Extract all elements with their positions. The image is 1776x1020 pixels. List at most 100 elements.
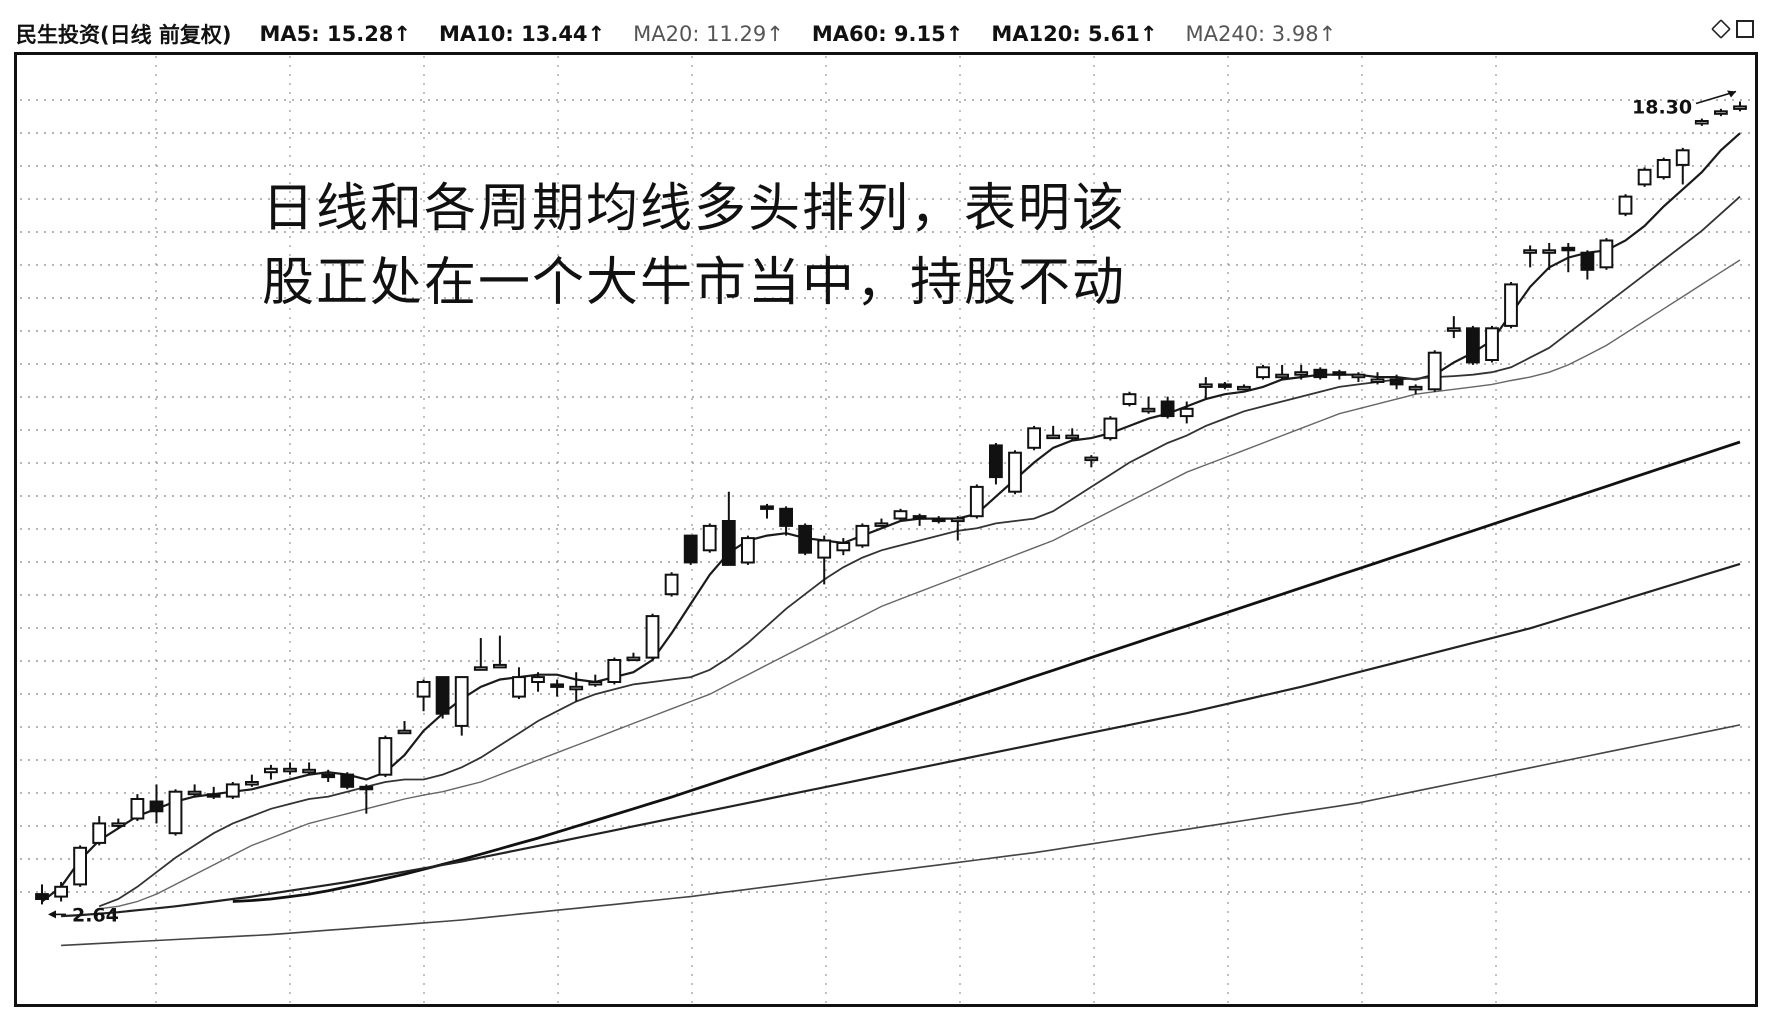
low-arrow-head — [48, 910, 56, 919]
candle-up — [454, 676, 469, 727]
stock-title: 民生投资(日线 前复权) — [16, 23, 232, 47]
candle-up — [645, 615, 660, 659]
candle-up — [969, 485, 984, 518]
candle-up — [1504, 283, 1518, 327]
candle-up — [168, 790, 183, 835]
candle-up — [1046, 434, 1061, 440]
candle-down — [359, 785, 374, 791]
chart-header: 民生投资(日线 前复权) MA5: 15.28↑ MA10: 13.44↑ MA… — [16, 18, 1336, 50]
candle-up — [1027, 427, 1041, 449]
high-price-label: 18.30 — [1632, 97, 1692, 119]
candle-up — [283, 767, 297, 773]
ma-line-ma60 — [232, 440, 1741, 903]
candle-up — [1714, 110, 1728, 115]
candle-down — [1332, 371, 1347, 376]
chart-controls — [1711, 19, 1754, 39]
candle-up — [1618, 195, 1633, 215]
ma120-label: MA120: 5.61↑ — [991, 22, 1158, 46]
candle-up — [1542, 249, 1557, 254]
candle-up — [54, 885, 69, 898]
candle-down — [550, 683, 565, 688]
candle-up — [1122, 393, 1137, 406]
candle-down — [340, 773, 355, 788]
candle-up — [531, 676, 545, 683]
candle-down — [206, 793, 221, 798]
candle-up — [1694, 120, 1709, 125]
candle-up — [664, 573, 679, 596]
candle-up — [1733, 105, 1747, 110]
candle-up — [950, 517, 965, 523]
candle-up — [1141, 407, 1156, 413]
candle-down — [760, 505, 774, 510]
candle-up — [1637, 168, 1652, 186]
candle-down — [1313, 368, 1328, 379]
candle-up — [187, 790, 202, 796]
candle-up — [588, 681, 603, 686]
candle-up — [817, 539, 832, 559]
candle-down — [435, 676, 450, 715]
annotation-line-1: 日线和各周期均线多头排列，表明该 — [262, 179, 1127, 239]
candle-up — [1198, 383, 1213, 388]
candle-down — [1218, 383, 1232, 388]
candle-up — [626, 656, 641, 662]
candle-up — [512, 676, 526, 698]
candle-up — [1103, 417, 1118, 440]
candle-up — [1008, 451, 1022, 493]
candle-up — [741, 537, 755, 564]
candle-down — [1466, 327, 1480, 364]
ma-line-ma20 — [99, 259, 1741, 910]
candle-down — [1561, 246, 1576, 252]
candle-up — [225, 783, 240, 798]
candle-up — [1370, 378, 1385, 383]
candle-down — [931, 517, 946, 523]
ma10-label: MA10: 13.44↑ — [439, 22, 606, 46]
ma-line-ma120 — [61, 562, 1741, 918]
candle-up — [1179, 407, 1194, 418]
candle-down — [1160, 400, 1175, 418]
candle-up — [1446, 327, 1461, 332]
candle-up — [1237, 385, 1251, 391]
candle-up — [1408, 385, 1423, 391]
candle-up — [92, 822, 107, 844]
candle-down — [35, 893, 49, 900]
candle-up — [493, 663, 507, 669]
candle-up — [1675, 149, 1690, 166]
candle-up — [1523, 249, 1537, 254]
candle-up — [1485, 327, 1499, 361]
candle-up — [111, 822, 126, 827]
candle-up — [874, 522, 889, 527]
candle-up — [130, 798, 145, 820]
candle-down — [989, 444, 1003, 479]
candle-up — [73, 846, 87, 886]
high-arrow-head — [1727, 90, 1736, 98]
candle-up — [1275, 373, 1289, 379]
candle-down — [798, 524, 813, 554]
candle-up — [702, 524, 717, 552]
candle-down — [1580, 251, 1595, 271]
ma-line-ma10 — [98, 195, 1741, 908]
low-price-label: 2.64 — [72, 904, 119, 926]
candle-down — [683, 534, 698, 564]
ma20-label: MA20: 11.29↑ — [633, 22, 784, 46]
candle-down — [721, 520, 736, 566]
candle-up — [473, 666, 488, 671]
ma-line-ma240 — [61, 724, 1741, 947]
ma240-label: MA240: 3.98↑ — [1185, 22, 1337, 46]
candle-up — [1084, 456, 1099, 462]
candle-down — [149, 800, 164, 813]
ma5-label: MA5: 15.28↑ — [259, 22, 412, 46]
candle-up — [416, 681, 431, 698]
candle-down — [912, 515, 927, 520]
candle-up — [1351, 373, 1366, 379]
annotation-line-2: 股正处在一个大牛市当中，持股不动 — [262, 253, 1127, 313]
chart-annotation: 日线和各周期均线多头排列，表明该 股正处在一个大牛市当中，持股不动 — [262, 172, 1126, 320]
candle-up — [397, 729, 412, 735]
window-toggle-icon[interactable] — [1736, 20, 1754, 38]
candle-up — [245, 781, 259, 786]
candle-up — [378, 737, 393, 776]
candle-up — [607, 659, 622, 683]
candle-up — [302, 768, 317, 774]
candle-down — [1389, 378, 1404, 386]
candle-up — [836, 542, 851, 552]
